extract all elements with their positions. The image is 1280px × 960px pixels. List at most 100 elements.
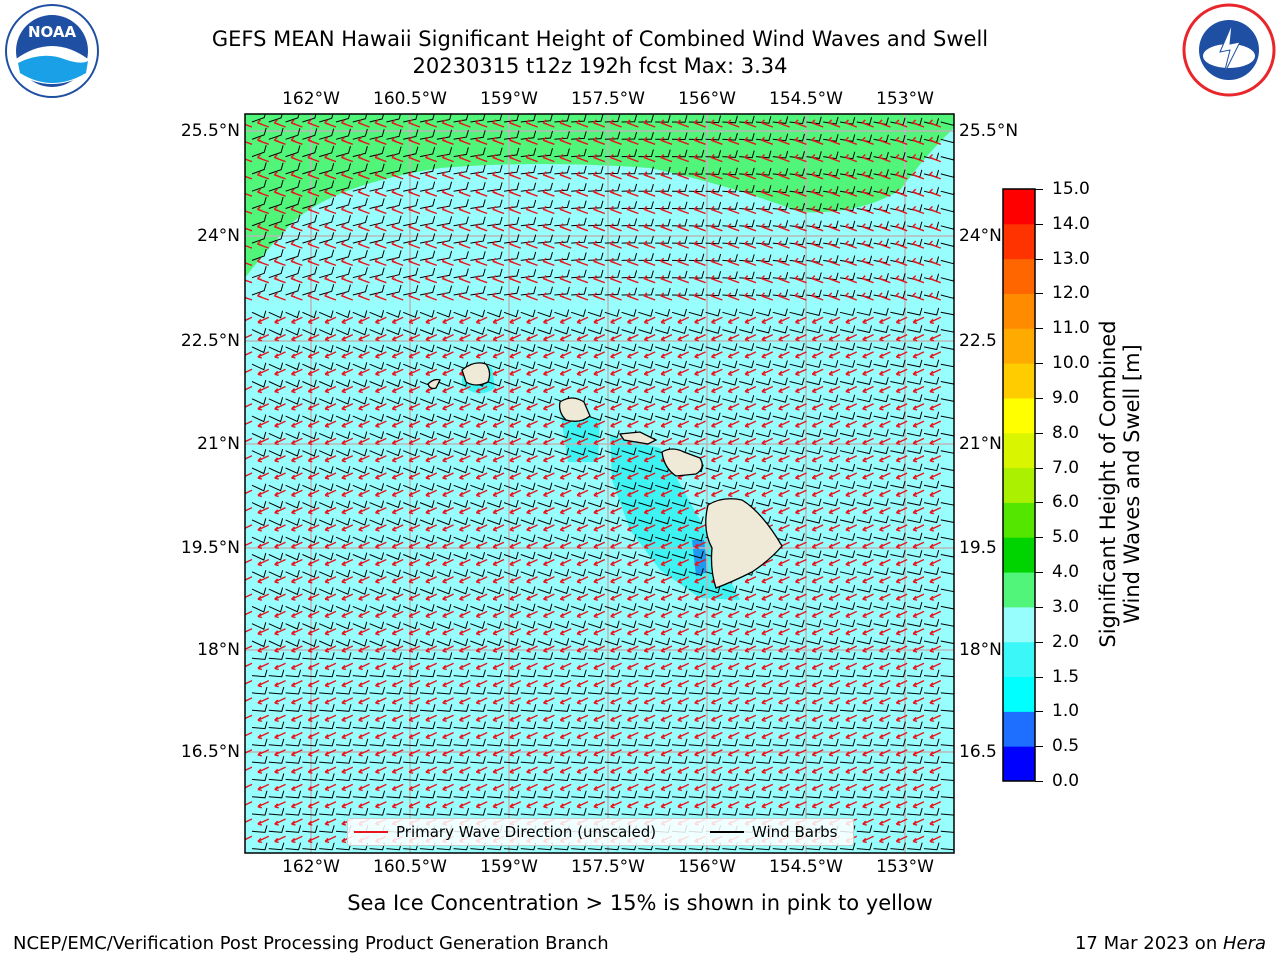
wave-direction-arrow bbox=[543, 351, 555, 359]
wind-barb bbox=[845, 203, 873, 215]
wave-direction-arrow bbox=[245, 437, 253, 445]
wind-barb bbox=[845, 394, 872, 411]
wind-barb bbox=[744, 185, 772, 197]
colorbar-tick-mark bbox=[1035, 711, 1043, 713]
wave-direction-arrow bbox=[828, 420, 841, 428]
wave-direction-arrow bbox=[895, 240, 908, 249]
colorbar-segment bbox=[1003, 537, 1035, 573]
wind-barb bbox=[273, 266, 301, 284]
wind-barb bbox=[727, 395, 755, 411]
colorbar-tick-label: 2.0 bbox=[1052, 631, 1080, 652]
lat-tick-right: 19.5 bbox=[959, 538, 997, 558]
wind-barb bbox=[845, 151, 873, 163]
wind-barb bbox=[643, 218, 671, 232]
wave-direction-arrow bbox=[643, 292, 656, 301]
wave-direction-arrow bbox=[324, 240, 337, 249]
wind-barb bbox=[576, 430, 603, 446]
wave-direction-arrow bbox=[912, 136, 925, 145]
wave-direction-arrow bbox=[626, 171, 639, 180]
wave-direction-arrow bbox=[509, 351, 522, 359]
wave-direction-arrow bbox=[525, 171, 538, 180]
wave-direction-arrow bbox=[912, 385, 925, 394]
wave-direction-arrow bbox=[341, 437, 354, 446]
wave-direction-arrow bbox=[307, 223, 320, 232]
wave-direction-arrow bbox=[643, 205, 656, 215]
wind-barb bbox=[912, 117, 940, 128]
wind-barb bbox=[677, 343, 704, 359]
wave-direction-arrow bbox=[459, 437, 471, 446]
wind-barb bbox=[761, 150, 789, 163]
wave-direction-arrow bbox=[374, 292, 387, 301]
wind-barb bbox=[425, 361, 452, 376]
wave-direction-arrow bbox=[710, 240, 723, 249]
wave-direction-arrow bbox=[408, 240, 421, 249]
wind-barb bbox=[727, 236, 755, 249]
wave-direction-arrow bbox=[425, 188, 438, 197]
wave-direction-arrow bbox=[391, 420, 404, 428]
wind-barb bbox=[290, 180, 318, 197]
wind-barb bbox=[559, 378, 586, 394]
wave-direction-arrow bbox=[459, 333, 471, 342]
wave-direction-arrow bbox=[744, 385, 757, 394]
wave-direction-arrow bbox=[609, 257, 622, 267]
wind-barb bbox=[559, 165, 587, 180]
wave-direction-arrow bbox=[290, 275, 303, 284]
wave-direction-arrow bbox=[845, 240, 858, 249]
wind-barb bbox=[291, 310, 317, 325]
wind-barb bbox=[525, 251, 553, 267]
wave-direction-arrow bbox=[408, 257, 421, 267]
wave-direction-arrow bbox=[526, 351, 538, 359]
lat-tick-right: 18°N bbox=[959, 640, 1002, 660]
wind-barb bbox=[677, 412, 704, 428]
wave-direction-arrow bbox=[375, 385, 387, 394]
wave-direction-arrow bbox=[744, 437, 757, 446]
wind-barb bbox=[693, 219, 722, 232]
wind-barb bbox=[627, 343, 654, 359]
wave-direction-arrow bbox=[341, 368, 354, 376]
wind-barb bbox=[895, 342, 923, 359]
legend-wave-label: Primary Wave Direction (unscaled) bbox=[396, 823, 657, 841]
wave-direction-arrow bbox=[492, 385, 505, 394]
wind-barb bbox=[475, 413, 502, 428]
wave-direction-arrow bbox=[895, 316, 908, 325]
wind-barb bbox=[274, 327, 300, 342]
wind-barb bbox=[357, 163, 385, 180]
wind-barb bbox=[761, 377, 788, 394]
wind-barb bbox=[307, 379, 334, 394]
wind-barb bbox=[245, 248, 267, 267]
wave-direction-arrow bbox=[878, 292, 891, 301]
wave-direction-arrow bbox=[778, 437, 790, 446]
wind-barb bbox=[307, 180, 335, 197]
lon-tick-bottom: 160.5°W bbox=[373, 857, 447, 877]
wind-barb bbox=[627, 412, 654, 428]
wave-direction-arrow bbox=[610, 420, 622, 428]
wind-barb bbox=[543, 326, 570, 342]
wind-barb bbox=[509, 309, 536, 325]
wave-direction-arrow bbox=[559, 420, 572, 428]
wind-barb bbox=[307, 266, 335, 284]
wave-direction-arrow bbox=[744, 240, 757, 249]
wave-direction-arrow bbox=[861, 119, 874, 128]
wave-direction-arrow bbox=[559, 154, 572, 163]
wind-barb bbox=[245, 397, 267, 411]
wave-direction-arrow bbox=[795, 403, 807, 411]
wind-barb bbox=[526, 395, 553, 411]
wind-barb bbox=[408, 164, 436, 180]
wave-direction-arrow bbox=[374, 171, 387, 180]
wave-direction-arrow bbox=[643, 257, 656, 267]
wind-barb bbox=[727, 429, 755, 446]
wave-direction-arrow bbox=[761, 368, 774, 376]
wind-barb bbox=[761, 254, 789, 267]
wave-direction-arrow bbox=[694, 368, 706, 376]
wave-direction-arrow bbox=[324, 223, 337, 232]
wave-direction-arrow bbox=[727, 223, 740, 232]
wind-barb bbox=[257, 397, 284, 411]
wind-barb bbox=[307, 327, 334, 342]
wind-barb bbox=[408, 146, 436, 163]
wind-barb bbox=[778, 394, 805, 411]
wind-barb bbox=[509, 430, 536, 446]
wind-barb bbox=[391, 129, 419, 145]
wind-barb bbox=[324, 197, 351, 215]
wind-barb bbox=[542, 148, 570, 163]
wind-barb bbox=[257, 162, 284, 180]
